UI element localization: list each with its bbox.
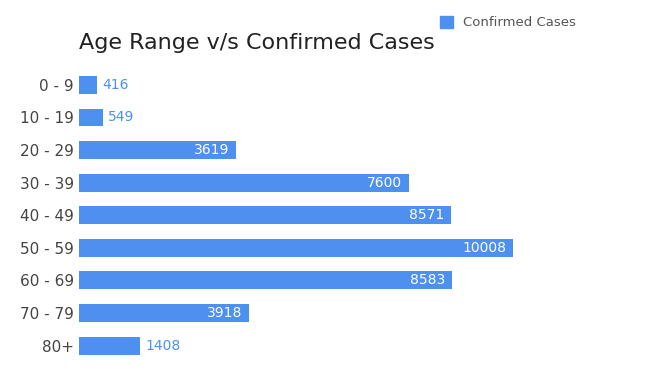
- Text: 549: 549: [108, 110, 134, 125]
- Bar: [79, 76, 97, 94]
- Text: 10008: 10008: [463, 241, 507, 255]
- Legend: Confirmed Cases: Confirmed Cases: [434, 11, 581, 35]
- Text: Age Range v/s Confirmed Cases: Age Range v/s Confirmed Cases: [79, 33, 434, 53]
- Text: 3918: 3918: [207, 306, 242, 320]
- Text: 8583: 8583: [410, 274, 445, 287]
- Bar: [79, 337, 140, 355]
- Bar: [79, 239, 513, 257]
- Text: 8571: 8571: [409, 208, 445, 222]
- Bar: [79, 141, 236, 159]
- Bar: [79, 272, 451, 290]
- Text: 3619: 3619: [194, 143, 229, 157]
- Bar: [79, 109, 102, 126]
- Text: 7600: 7600: [367, 176, 402, 190]
- Bar: [79, 304, 249, 322]
- Text: 416: 416: [102, 78, 129, 92]
- Bar: [79, 174, 409, 192]
- Text: 1408: 1408: [145, 339, 181, 353]
- Bar: [79, 206, 451, 224]
